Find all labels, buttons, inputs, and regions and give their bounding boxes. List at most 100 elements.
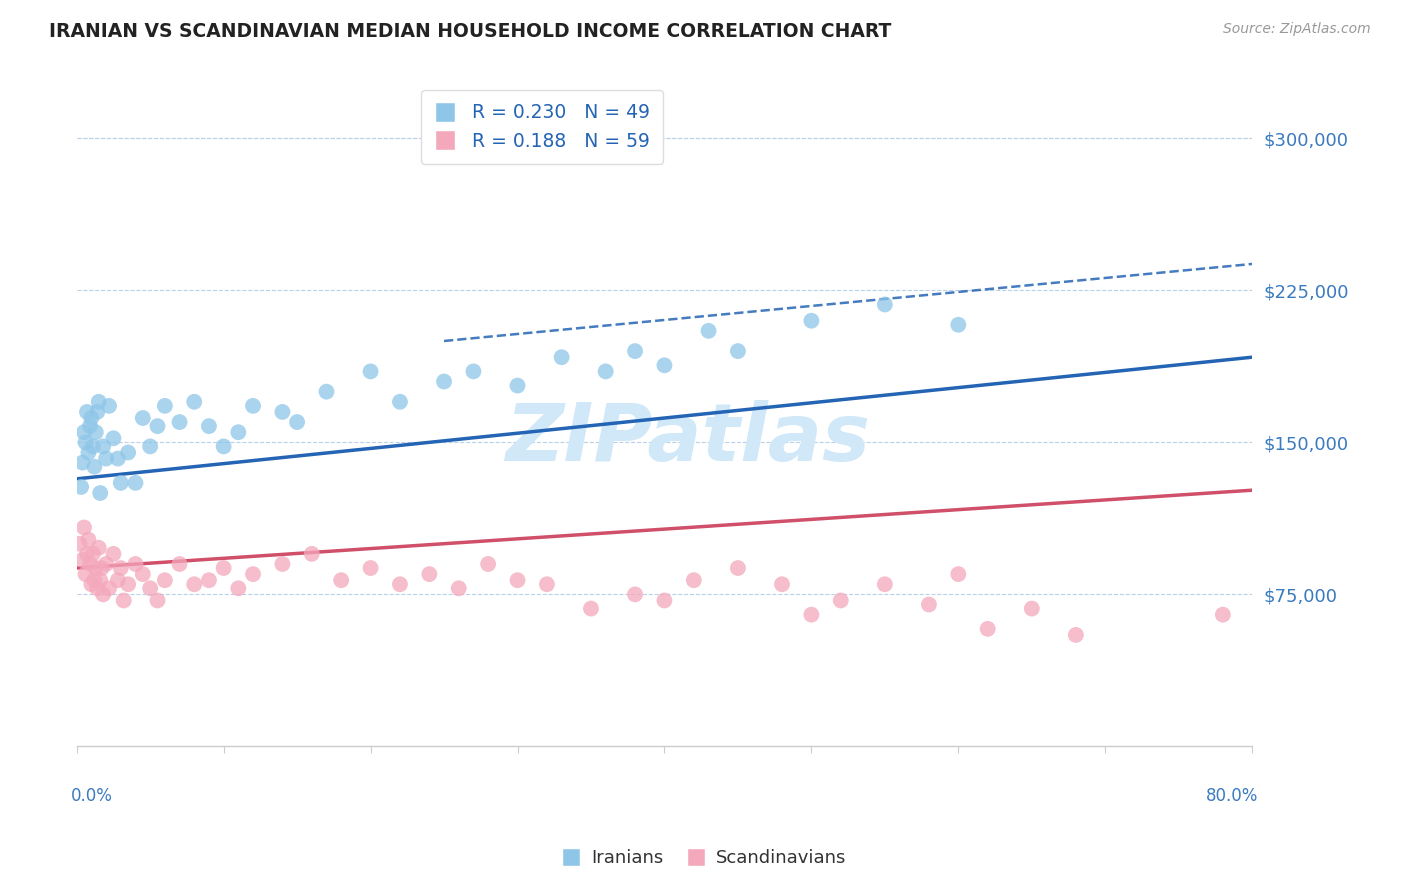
Point — [146, 593, 169, 607]
Point — [132, 411, 155, 425]
Point — [830, 593, 852, 607]
Point — [72, 553, 94, 567]
Point — [80, 577, 103, 591]
Point — [1064, 628, 1087, 642]
Point — [89, 573, 111, 587]
Point — [360, 561, 382, 575]
Point — [103, 547, 125, 561]
Point — [94, 557, 117, 571]
Point — [169, 415, 191, 429]
Point — [360, 364, 382, 378]
Point — [536, 577, 558, 591]
Point — [873, 577, 896, 591]
Point — [72, 456, 94, 470]
Point — [82, 547, 104, 561]
Point — [132, 567, 155, 582]
Text: 80.0%: 80.0% — [1206, 787, 1258, 805]
Point — [418, 567, 440, 582]
Point — [77, 533, 100, 547]
Point — [697, 324, 720, 338]
Point — [76, 547, 98, 561]
Point — [477, 557, 499, 571]
Point — [873, 297, 896, 311]
Point — [117, 577, 139, 591]
Point — [75, 567, 97, 582]
Point — [124, 475, 146, 490]
Point — [69, 537, 91, 551]
Point — [84, 561, 107, 575]
Point — [463, 364, 485, 378]
Point — [139, 582, 162, 596]
Point — [84, 425, 107, 440]
Point — [169, 557, 191, 571]
Point — [212, 561, 235, 575]
Point — [76, 405, 98, 419]
Point — [98, 399, 121, 413]
Legend: R = 0.230   N = 49, R = 0.188   N = 59: R = 0.230 N = 49, R = 0.188 N = 59 — [420, 90, 662, 164]
Point — [595, 364, 617, 378]
Point — [98, 582, 121, 596]
Point — [87, 541, 110, 555]
Point — [1212, 607, 1234, 622]
Point — [86, 405, 108, 419]
Text: 0.0%: 0.0% — [70, 787, 112, 805]
Point — [506, 378, 529, 392]
Point — [800, 607, 823, 622]
Point — [285, 415, 308, 429]
Point — [506, 573, 529, 587]
Point — [242, 567, 264, 582]
Point — [75, 435, 97, 450]
Point — [682, 573, 704, 587]
Point — [228, 425, 250, 440]
Point — [73, 520, 96, 534]
Point — [87, 394, 110, 409]
Point — [228, 582, 250, 596]
Point — [146, 419, 169, 434]
Point — [624, 344, 647, 359]
Point — [654, 359, 676, 373]
Point — [107, 451, 129, 466]
Point — [86, 582, 108, 596]
Point — [107, 573, 129, 587]
Point — [727, 344, 749, 359]
Point — [654, 593, 676, 607]
Point — [301, 547, 323, 561]
Point — [727, 561, 749, 575]
Point — [388, 577, 411, 591]
Point — [91, 587, 114, 601]
Point — [79, 419, 101, 434]
Point — [153, 573, 176, 587]
Point — [139, 439, 162, 453]
Point — [112, 593, 135, 607]
Point — [83, 459, 105, 474]
Point — [79, 557, 101, 571]
Point — [110, 475, 132, 490]
Point — [89, 486, 111, 500]
Point — [153, 399, 176, 413]
Point — [83, 573, 105, 587]
Point — [103, 431, 125, 445]
Point — [315, 384, 337, 399]
Point — [388, 394, 411, 409]
Point — [110, 561, 132, 575]
Point — [82, 439, 104, 453]
Point — [70, 480, 93, 494]
Point — [198, 419, 221, 434]
Point — [242, 399, 264, 413]
Point — [73, 425, 96, 440]
Point — [94, 451, 117, 466]
Point — [433, 375, 456, 389]
Legend: Iranians, Scandinavians: Iranians, Scandinavians — [553, 842, 853, 874]
Text: Source: ZipAtlas.com: Source: ZipAtlas.com — [1223, 22, 1371, 37]
Point — [330, 573, 353, 587]
Point — [90, 561, 112, 575]
Text: IRANIAN VS SCANDINAVIAN MEDIAN HOUSEHOLD INCOME CORRELATION CHART: IRANIAN VS SCANDINAVIAN MEDIAN HOUSEHOLD… — [49, 22, 891, 41]
Point — [800, 314, 823, 328]
Point — [447, 582, 470, 596]
Point — [977, 622, 1000, 636]
Point — [198, 573, 221, 587]
Point — [770, 577, 793, 591]
Point — [91, 439, 114, 453]
Point — [948, 567, 970, 582]
Point — [918, 598, 941, 612]
